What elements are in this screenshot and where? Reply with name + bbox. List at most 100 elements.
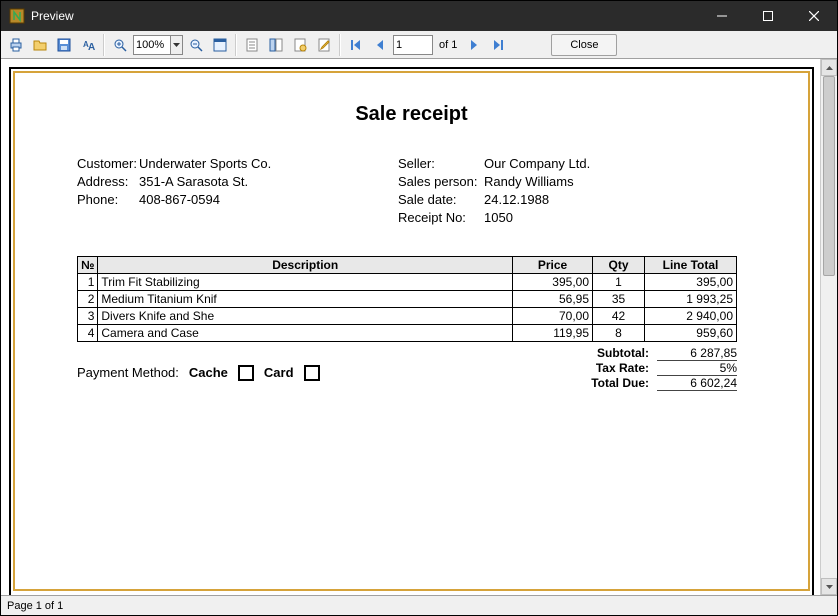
totals-block: Subtotal: 6 287,85 Tax Rate: 5% Total Due:… [571,346,737,391]
salesperson-label: Sales person: [398,174,484,189]
customer-label: Customer: [77,156,139,171]
seller-block: Seller:Our Company Ltd. Sales person:Ran… [398,156,698,228]
zoom-combo[interactable] [133,35,183,55]
scroll-track[interactable] [821,76,837,578]
subtotal-label: Subtotal: [571,346,649,361]
cell-total: 959,60 [645,325,737,342]
address-value: 351-A Sarasota St. [139,174,248,189]
col-header-desc: Description [98,257,513,274]
cell-price: 56,95 [513,291,593,308]
col-header-no: № [78,257,98,274]
cell-total: 2 940,00 [645,308,737,325]
checkbox-cache [238,365,254,381]
cell-desc: Camera and Case [98,325,513,342]
address-label: Address: [77,174,139,189]
edit-page-button[interactable] [313,34,335,56]
status-text: Page 1 of 1 [7,600,63,612]
window-titlebar: Preview [1,1,837,31]
payment-option-card: Card [264,365,294,380]
cell-desc: Divers Knife and She [98,308,513,325]
taxrate-label: Tax Rate: [571,361,649,376]
document-title: Sale receipt [31,103,792,126]
subtotal-value: 6 287,85 [657,346,737,361]
fullscreen-button[interactable] [209,34,231,56]
table-row: 2Medium Titanium Knif56,95351 993,25 [78,291,737,308]
table-row: 1Trim Fit Stabilizing395,001395,00 [78,274,737,291]
open-button[interactable] [29,34,51,56]
totaldue-value: 6 602,24 [657,376,737,391]
scroll-down-icon[interactable] [821,578,837,595]
vertical-scrollbar[interactable] [820,59,837,595]
totaldue-label: Total Due: [571,376,649,391]
customer-block: Customer:Underwater Sports Co. Address:3… [77,156,271,228]
next-page-button[interactable] [463,34,485,56]
page-setup-button[interactable] [289,34,311,56]
toolbar: AA of 1 Close [1,31,837,59]
prev-page-button[interactable] [369,34,391,56]
seller-label: Seller: [398,156,484,171]
page-number-input[interactable] [393,35,433,55]
payment-option-cache: Cache [189,365,228,380]
page-count-label: of 1 [439,39,457,51]
cell-qty: 35 [593,291,645,308]
scroll-thumb[interactable] [823,76,835,276]
col-header-total: Line Total [645,257,737,274]
cell-qty: 8 [593,325,645,342]
payment-method-block: Payment Method: Cache Card [77,354,320,391]
col-header-qty: Qty [593,257,645,274]
cell-total: 1 993,25 [645,291,737,308]
customer-value: Underwater Sports Co. [139,156,271,171]
report-page: Sale receipt Customer:Underwater Sports … [9,67,814,595]
status-bar: Page 1 of 1 [1,595,837,615]
first-page-button[interactable] [345,34,367,56]
cell-total: 395,00 [645,274,737,291]
window-title: Preview [31,9,699,23]
scroll-up-icon[interactable] [821,59,837,76]
cell-desc: Medium Titanium Knif [98,291,513,308]
close-window-button[interactable] [791,1,837,31]
thumbnails-button[interactable] [265,34,287,56]
print-button[interactable] [5,34,27,56]
checkbox-card [304,365,320,381]
preview-viewport[interactable]: Sale receipt Customer:Underwater Sports … [1,59,820,595]
saledate-label: Sale date: [398,192,484,207]
table-header-row: № Description Price Qty Line Total [78,257,737,274]
zoom-input[interactable] [133,35,171,55]
outline-button[interactable] [241,34,263,56]
phone-label: Phone: [77,192,139,207]
cell-desc: Trim Fit Stabilizing [98,274,513,291]
payment-label: Payment Method: [77,365,179,380]
receiptno-label: Receipt No: [398,210,484,225]
col-header-price: Price [513,257,593,274]
last-page-button[interactable] [487,34,509,56]
maximize-button[interactable] [745,1,791,31]
table-row: 3Divers Knife and She70,00422 940,00 [78,308,737,325]
saledate-value: 24.12.1988 [484,192,549,207]
zoom-out-button[interactable] [185,34,207,56]
phone-value: 408-867-0594 [139,192,220,207]
zoom-in-button[interactable] [109,34,131,56]
minimize-button[interactable] [699,1,745,31]
salesperson-value: Randy Williams [484,174,574,189]
cell-qty: 1 [593,274,645,291]
cell-no: 2 [78,291,98,308]
cell-price: 395,00 [513,274,593,291]
seller-value: Our Company Ltd. [484,156,590,171]
cell-no: 4 [78,325,98,342]
cell-no: 3 [78,308,98,325]
receiptno-value: 1050 [484,210,513,225]
zoom-dropdown-icon[interactable] [171,35,183,55]
cell-price: 119,95 [513,325,593,342]
save-button[interactable] [53,34,75,56]
cell-no: 1 [78,274,98,291]
taxrate-value: 5% [657,361,737,376]
preview-workspace: Sale receipt Customer:Underwater Sports … [1,59,837,595]
find-button[interactable]: AA [77,34,99,56]
items-table: № Description Price Qty Line Total 1Trim… [77,256,737,342]
svg-text:A: A [88,42,95,53]
close-preview-button[interactable]: Close [551,34,617,56]
cell-qty: 42 [593,308,645,325]
app-icon [9,8,25,24]
cell-price: 70,00 [513,308,593,325]
table-row: 4Camera and Case119,958959,60 [78,325,737,342]
